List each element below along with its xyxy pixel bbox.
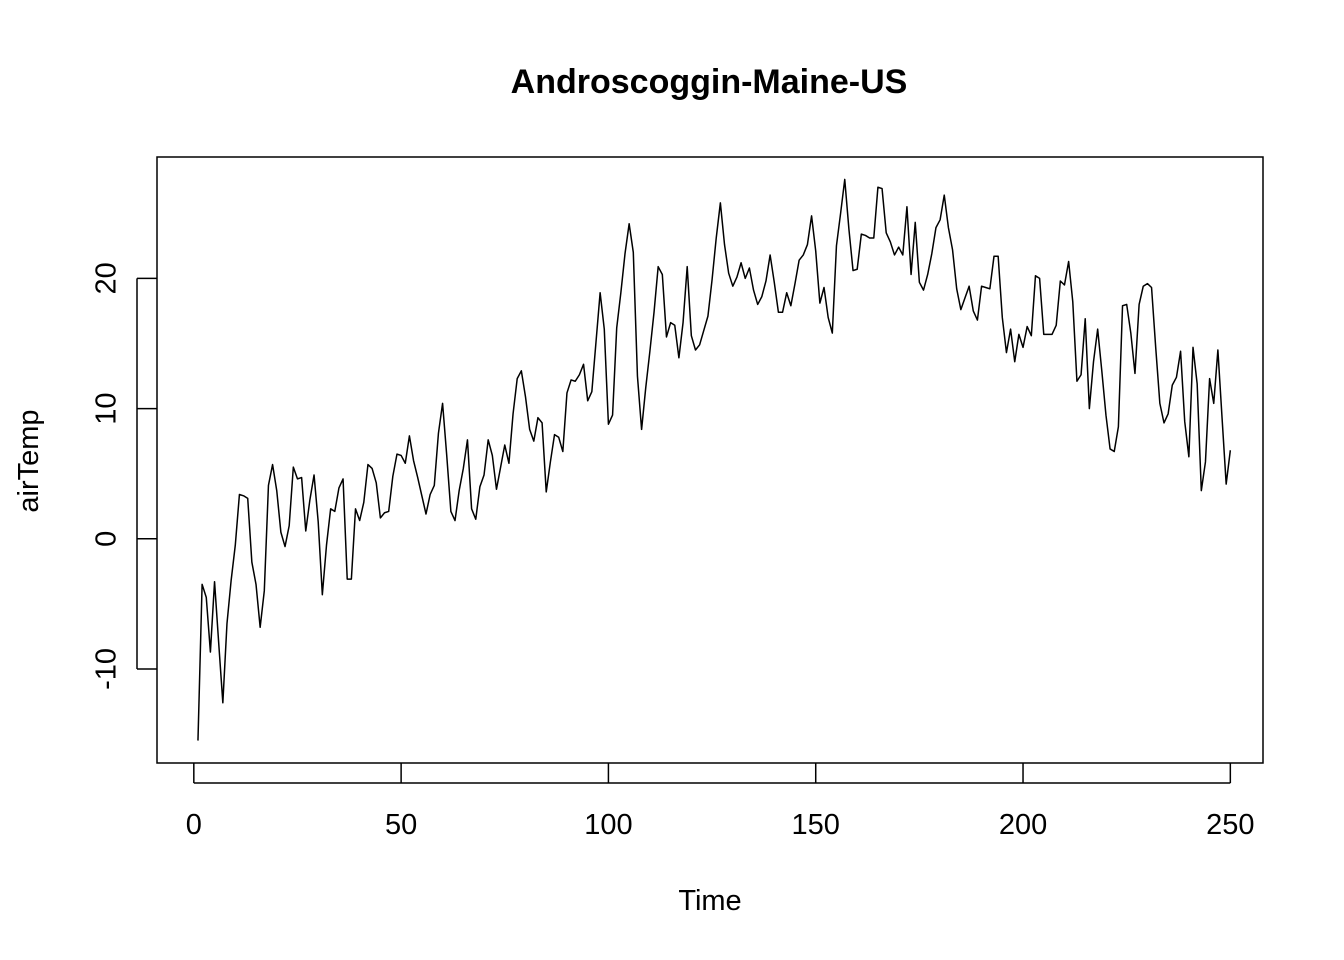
x-tick-label: 250 [1206,809,1254,841]
x-axis-label: Time [678,885,741,917]
y-tick-label: 10 [91,392,123,424]
y-tick-label: 20 [91,262,123,294]
plot-area [156,156,1264,764]
x-tick-label: 50 [385,809,417,841]
x-tick-label: 0 [186,809,202,841]
chart-title: Androscoggin-Maine-US [511,63,908,101]
y-tick-label: 0 [91,531,123,547]
x-tick-label: 200 [999,809,1047,841]
y-axis: -10 0 10 20 [91,262,157,690]
x-tick-label: 150 [792,809,840,841]
y-axis-label: airTemp [13,409,45,512]
x-axis: 0 50 100 150 200 250 [186,763,1255,841]
air-temp-series-line [197,178,1232,741]
x-tick-label: 100 [584,809,632,841]
y-tick-label: -10 [91,648,123,690]
